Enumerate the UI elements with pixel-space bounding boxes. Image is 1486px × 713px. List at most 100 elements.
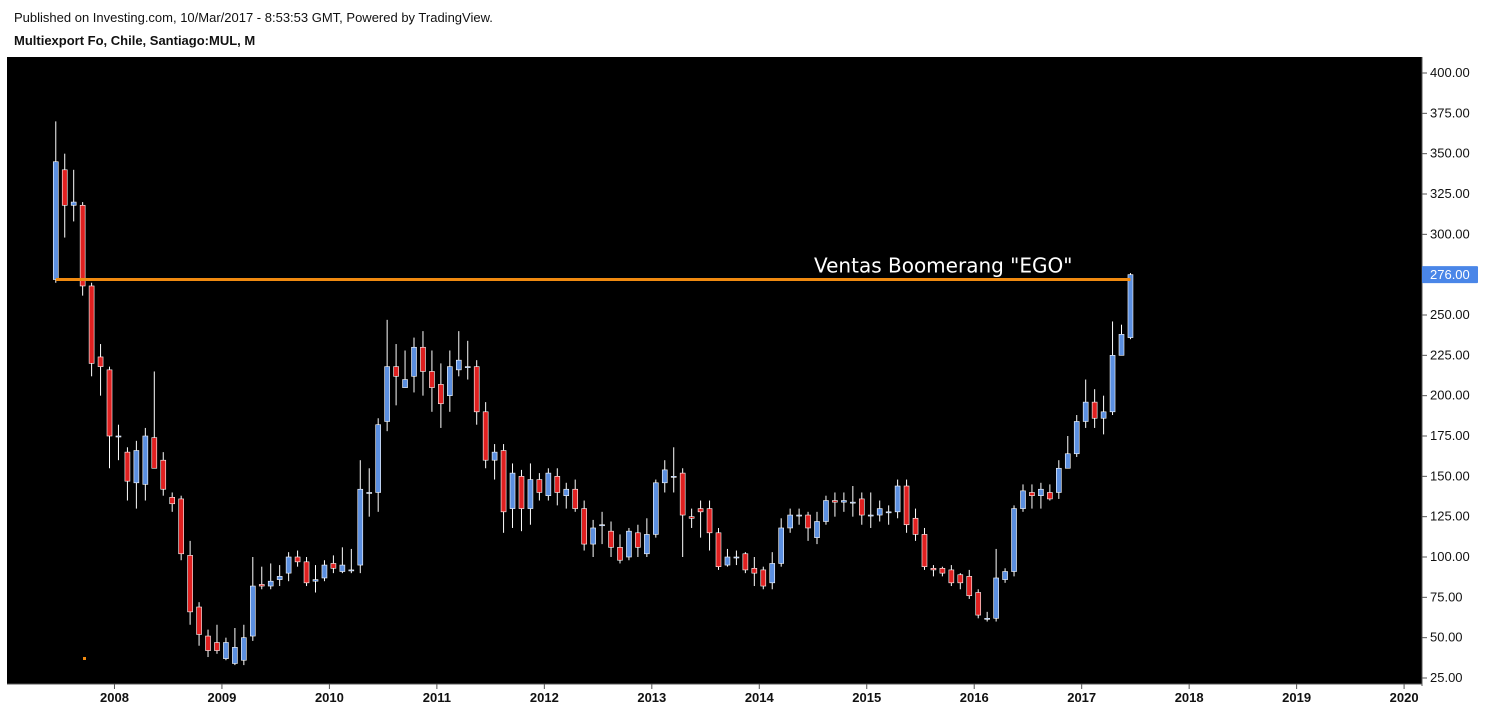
candle-up — [1118, 334, 1125, 356]
candle-up — [1020, 490, 1026, 509]
candle-down — [294, 556, 301, 563]
candle-down — [536, 479, 543, 493]
candle-up — [626, 530, 632, 558]
candle-down — [706, 508, 713, 534]
candle-down — [957, 574, 964, 584]
candle-up — [814, 521, 820, 538]
candle-up — [52, 161, 59, 280]
candle-up — [787, 514, 793, 529]
candle-up — [357, 488, 364, 566]
candle-up — [769, 563, 776, 584]
candle-down — [948, 569, 955, 584]
candle-up — [276, 576, 283, 580]
candle-down — [429, 371, 435, 388]
candle-down — [61, 169, 68, 206]
candle-up — [1100, 411, 1107, 419]
candle-down — [124, 451, 131, 482]
candle-up — [1002, 571, 1008, 580]
y-tick-label: 50.00 — [1430, 630, 1463, 645]
y-tick-label: 400.00 — [1430, 65, 1470, 80]
candle-down — [608, 530, 614, 548]
candle-up — [1038, 488, 1044, 496]
candle-up — [894, 485, 901, 513]
symbol-title: Multiexport Fo, Chile, Santiago:MUL, M — [14, 33, 256, 48]
published-caption: Published on Investing.com, 10/Mar/2017 … — [14, 10, 493, 25]
candle-up — [841, 500, 847, 503]
candle-up — [267, 580, 274, 587]
candle-up — [644, 534, 650, 555]
candle-down — [572, 488, 579, 509]
candle-up — [348, 569, 355, 572]
candle-up — [885, 511, 892, 514]
x-tick-label: 2008 — [100, 690, 129, 705]
candle-down — [581, 508, 587, 545]
candle-up — [232, 647, 238, 664]
last-price-box: 276.00 — [1422, 266, 1478, 284]
candle-up — [1082, 401, 1089, 422]
candle-down — [688, 516, 695, 519]
y-tick-label: 375.00 — [1430, 105, 1470, 120]
candle-up — [1064, 453, 1071, 469]
candle-up — [527, 479, 534, 509]
candle-up — [366, 492, 373, 494]
candles — [52, 121, 1134, 666]
candle-up — [993, 577, 999, 619]
y-tick-label: 175.00 — [1430, 428, 1470, 443]
candle-down — [903, 485, 910, 526]
candle-up — [545, 472, 552, 496]
candle-up — [250, 585, 256, 637]
candle-up — [384, 366, 390, 422]
candle-up — [724, 556, 731, 566]
candle-up — [1109, 355, 1116, 413]
x-tick-label: 2010 — [315, 690, 344, 705]
x-axis-ticks: 2008 2009 2010 2011 2012 2013 2014 2015 2016 2017… — [100, 684, 1419, 705]
candle-down — [187, 555, 193, 613]
candle-down — [966, 576, 973, 597]
candle-down — [79, 204, 86, 287]
candle-up — [70, 201, 77, 206]
y-tick-label: 325.00 — [1430, 186, 1470, 201]
candle-down — [214, 642, 220, 651]
annotation-label: Ventas Boomerang "EGO" — [814, 254, 1072, 278]
candle-down — [697, 508, 704, 513]
candle-down — [518, 476, 525, 509]
candle-down — [715, 532, 722, 567]
candle-up — [778, 527, 784, 564]
last-price-label: 276.00 — [1430, 267, 1470, 282]
candle-down — [832, 500, 838, 503]
y-tick-label: 250.00 — [1430, 307, 1470, 322]
x-tick-label: 2009 — [207, 690, 236, 705]
x-tick-label: 2020 — [1390, 690, 1419, 705]
candle-down — [420, 346, 426, 372]
candle-up — [411, 346, 417, 377]
candle-down — [679, 472, 686, 516]
x-tick-label: 2019 — [1282, 690, 1311, 705]
candle-up — [223, 642, 229, 659]
candle-up — [464, 366, 471, 368]
candle-up — [850, 501, 856, 504]
candle-down — [393, 366, 399, 377]
candle-down — [258, 584, 265, 587]
candle-down — [635, 532, 641, 548]
candle-down — [438, 384, 444, 405]
y-tick-label: 125.00 — [1430, 509, 1470, 524]
candle-up — [653, 482, 659, 535]
candle-up — [455, 359, 462, 371]
candle-down — [617, 547, 623, 561]
plot-background — [7, 57, 1422, 684]
candle-down — [178, 498, 184, 555]
candle-up — [133, 450, 140, 484]
x-tick-label: 2016 — [960, 690, 989, 705]
candle-down — [196, 606, 202, 635]
y-tick-label: 350.00 — [1430, 146, 1470, 161]
candle-down — [169, 497, 176, 505]
candle-up — [447, 366, 453, 396]
candle-down — [858, 498, 865, 516]
candle-down — [554, 476, 561, 493]
y-tick-label: 200.00 — [1430, 388, 1470, 403]
candle-down — [106, 369, 113, 437]
candle-up — [115, 435, 122, 438]
y-tick-label: 225.00 — [1430, 347, 1470, 362]
candle-up — [876, 508, 883, 516]
